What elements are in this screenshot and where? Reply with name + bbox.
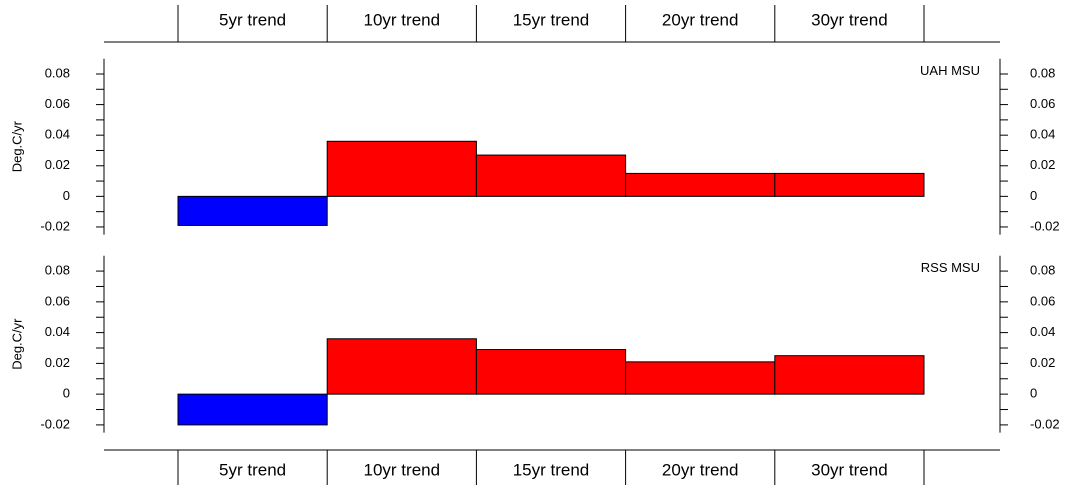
panel-label: UAH MSU	[920, 63, 980, 78]
category-label: 20yr trend	[662, 10, 739, 29]
y-tick-label-right: 0	[1030, 386, 1037, 401]
category-label: 15yr trend	[513, 460, 590, 479]
y-tick-label: 0	[63, 188, 70, 203]
bar	[774, 355, 925, 395]
bar	[326, 338, 477, 395]
category-label: 30yr trend	[811, 10, 888, 29]
y-tick-label: 0.04	[45, 324, 70, 339]
bar	[177, 393, 328, 426]
y-tick-label-right: 0.04	[1030, 324, 1055, 339]
y-tick-label-right: 0	[1030, 188, 1037, 203]
y-tick-label: -0.02	[40, 218, 70, 233]
y-tick-label: 0.04	[45, 127, 70, 142]
y-tick-label-right: 0.02	[1030, 157, 1055, 172]
y-tick-label-right: -0.02	[1030, 416, 1060, 431]
bar	[326, 140, 477, 197]
y-tick-label-right: 0.04	[1030, 127, 1055, 142]
bar	[177, 195, 328, 226]
category-label: 10yr trend	[364, 460, 441, 479]
y-axis-label: Deg.C/yr	[9, 318, 24, 370]
y-tick-label-right: 0.06	[1030, 293, 1055, 308]
y-tick-label: 0.02	[45, 355, 70, 370]
y-tick-label-right: 0.02	[1030, 355, 1055, 370]
category-label: 15yr trend	[513, 10, 590, 29]
bar	[475, 154, 627, 197]
bar	[625, 172, 776, 197]
bar	[625, 361, 776, 395]
y-tick-label: 0.02	[45, 157, 70, 172]
category-label: 5yr trend	[219, 10, 286, 29]
bar	[475, 349, 627, 395]
y-tick-label: -0.02	[40, 416, 70, 431]
category-label: 10yr trend	[364, 10, 441, 29]
category-label: 5yr trend	[219, 460, 286, 479]
y-tick-label-right: 0.06	[1030, 96, 1055, 111]
y-tick-label: 0.06	[45, 293, 70, 308]
panel-label: RSS MSU	[921, 260, 980, 275]
y-tick-label: 0	[63, 386, 70, 401]
category-label: 30yr trend	[811, 460, 888, 479]
y-tick-label: 0.06	[45, 96, 70, 111]
bar	[774, 172, 925, 197]
y-tick-label-right: -0.02	[1030, 218, 1060, 233]
y-tick-label: 0.08	[45, 65, 70, 80]
category-label: 20yr trend	[662, 460, 739, 479]
y-tick-label-right: 0.08	[1030, 263, 1055, 278]
y-axis-label: Deg.C/yr	[9, 120, 24, 172]
y-tick-label-right: 0.08	[1030, 65, 1055, 80]
y-tick-label: 0.08	[45, 263, 70, 278]
